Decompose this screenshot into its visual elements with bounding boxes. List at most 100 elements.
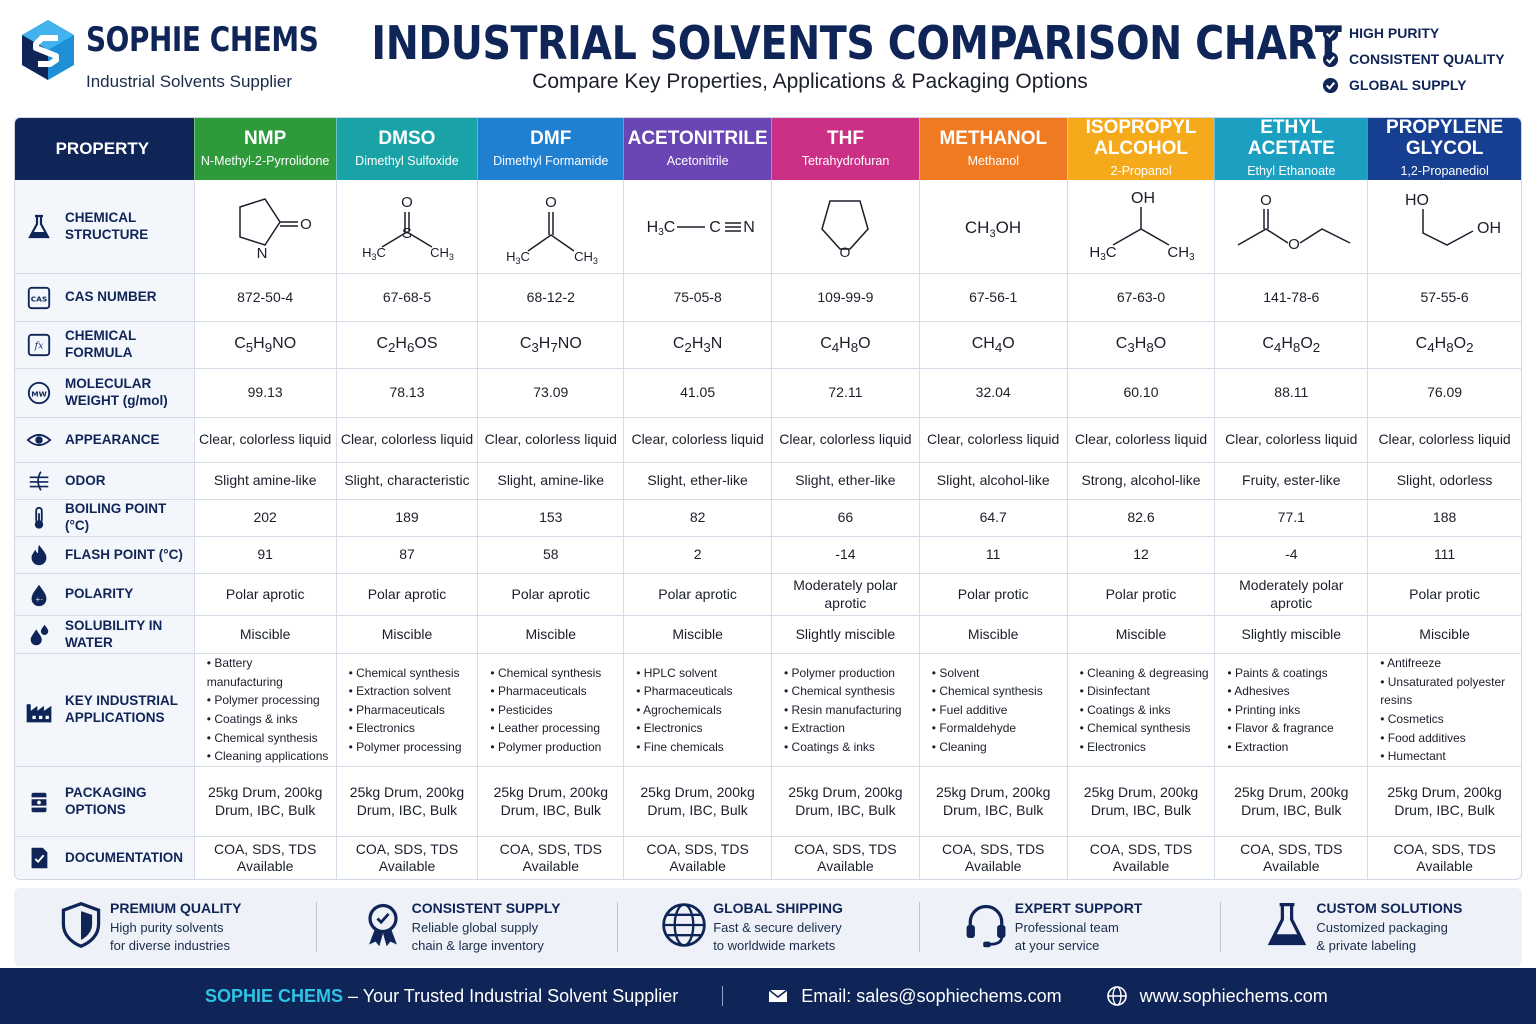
value: 82.6 [1127, 509, 1155, 526]
cell-bp-dmso: 189 [335, 500, 478, 536]
list-item: Chemical synthesis [1080, 719, 1211, 738]
cell-mw-isopropyl-alcohol: 60.10 [1066, 369, 1215, 417]
solvent-name: ACETONITRILE [627, 127, 768, 149]
value: 77.1 [1277, 509, 1305, 526]
list-item: Cleaning [932, 738, 1063, 757]
cell-formula-propylene-glycol: C4H8O2 [1367, 322, 1521, 368]
property-cell-applications: KEY INDUSTRIAL APPLICATIONS [15, 654, 194, 766]
cell-bp-dmf: 153 [477, 500, 623, 536]
cell-cas-methanol: 67-56-1 [918, 274, 1067, 321]
value: 111 [1433, 546, 1456, 563]
cell-applications-propylene-glycol: AntifreezeUnsaturated polyester resinsCo… [1367, 654, 1521, 766]
value: Fruity, ester-like [1242, 472, 1341, 489]
cell-bp-thf: 66 [771, 500, 919, 536]
property-cell-appearance: APPEARANCE [15, 418, 194, 462]
solvent-subname: Methanol [967, 153, 1019, 168]
row-solubility: SOLUBILITY IN WATER Miscible Miscible Misci… [15, 616, 1521, 654]
property-label: CHEMICAL FORMULA [65, 328, 137, 360]
solvent-name: DMF [530, 127, 572, 149]
footer-website[interactable]: www.sophiechems.com [1106, 985, 1328, 1007]
applications-list: HPLC solventPharmaceuticalsAgrochemicals… [628, 664, 767, 757]
cell-mw-nmp: 99.13 [193, 369, 336, 417]
value: COA, SDS, TDS Available [499, 840, 603, 875]
solvent-subname: 1,2-Propanediol [1400, 164, 1489, 179]
cell-packaging-nmp: 25kg Drum, 200kg Drum, IBC, Bulk [193, 767, 336, 836]
cell-packaging-methanol: 25kg Drum, 200kg Drum, IBC, Bulk [918, 767, 1067, 836]
list-item: Extraction solvent [349, 682, 474, 701]
property-cell-structure: CHEMICAL STRUCTURE [15, 180, 194, 273]
value: 12 [1133, 546, 1149, 563]
value: Slight amine-like [213, 472, 317, 489]
value: Polar aprotic [225, 585, 305, 602]
cell-polarity-nmp: Polar aprotic [193, 574, 336, 615]
applications-list: Battery manufacturingPolymer processingC… [199, 654, 332, 766]
value: 25kg Drum, 200kg Drum, IBC, Bulk [349, 784, 465, 818]
cell-documentation-ethyl-acetate: COA, SDS, TDS Available [1214, 837, 1367, 879]
structure-thf-diagram: O [771, 180, 919, 273]
cell-cas-thf: 109-99-9 [771, 274, 919, 321]
svg-text:fx: fx [34, 341, 44, 352]
applications-list: Polymer productionChemical synthesisResi… [776, 664, 915, 757]
value: Miscible [1115, 625, 1167, 642]
list-item: Polymer production [490, 738, 619, 757]
cell-cas-acetonitrile: 75-05-8 [623, 274, 771, 321]
list-item: Cleaning & degreasing [1080, 664, 1211, 683]
value: Miscible [672, 625, 723, 642]
cell-polarity-dmf: Polar aprotic [477, 574, 623, 615]
cell-formula-isopropyl-alcohol: C3H8O [1066, 322, 1215, 368]
value: 60.10 [1123, 384, 1159, 401]
feature-text: PREMIUM QUALITY High purity solvents for d… [110, 900, 241, 955]
cell-packaging-propylene-glycol: 25kg Drum, 200kg Drum, IBC, Bulk [1367, 767, 1521, 836]
thermometer-icon [25, 504, 53, 532]
value: COA, SDS, TDS Available [794, 840, 897, 875]
value: Miscible [239, 625, 291, 642]
badge-high-purity: HIGH PURITY [1322, 20, 1505, 46]
flame-icon [25, 541, 53, 569]
cell-packaging-dmso: 25kg Drum, 200kg Drum, IBC, Bulk [335, 767, 478, 836]
value: Clear, colorless liquid [199, 431, 332, 448]
cell-formula-methanol: CH4O [918, 322, 1067, 368]
cell-polarity-methanol: Polar protic [918, 574, 1067, 615]
value: Polar protic [1409, 585, 1480, 602]
list-item: Cleaning applications [207, 747, 332, 766]
svg-text:C: C [709, 219, 721, 236]
list-item: Electronics [349, 719, 474, 738]
cell-odor-propylene-glycol: Slight, odorless [1367, 463, 1521, 499]
value: Moderately polar aprotic [793, 577, 898, 611]
formula-value: C4H8O [820, 334, 871, 355]
value: 88.11 [1274, 384, 1309, 401]
feature-desc: High purity solvents for diverse industri… [110, 919, 241, 955]
value: COA, SDS, TDS Available [213, 840, 317, 875]
globe-icon [659, 900, 713, 954]
feature-desc-line1: Fast & secure delivery [713, 919, 842, 935]
cell-solubility-dmso: Miscible [335, 616, 478, 653]
brand-logo-icon [22, 20, 74, 80]
svg-text:H3C: H3C [1089, 244, 1116, 263]
formula-value: C2H3N [672, 334, 723, 355]
svg-text:OH: OH [1131, 190, 1155, 207]
list-item: Cosmetics [1380, 710, 1517, 729]
cell-applications-dmf: Chemical synthesisPharmaceuticalsPestici… [477, 654, 623, 766]
svg-text:O: O [1288, 236, 1300, 253]
cell-cas-dmso: 67-68-5 [335, 274, 478, 321]
footer-email[interactable]: Email: sales@sophiechems.com [767, 985, 1062, 1007]
feature-desc: Customized packaging & private labeling [1316, 919, 1462, 955]
value: Slight, characteristic [344, 472, 470, 489]
list-item: Chemical synthesis [932, 682, 1063, 701]
property-cell-mw: MW MOLECULAR WEIGHT (g/mol) [15, 369, 194, 417]
formula-icon: fx [25, 331, 53, 359]
badge-label: CONSISTENT QUALITY [1349, 51, 1505, 67]
solvent-name: ETHYL ACETATE [1247, 117, 1335, 160]
value: 32.04 [975, 384, 1011, 401]
value: 141-78-6 [1263, 288, 1320, 305]
list-item: Chemical synthesis [207, 729, 332, 748]
cell-fp-propylene-glycol: 111 [1367, 537, 1521, 573]
solvent-header-acetonitrile: ACETONITRILE Acetonitrile [623, 118, 772, 180]
cell-formula-dmf: C3H7NO [477, 322, 623, 368]
list-item: HPLC solvent [636, 664, 767, 683]
value: 67-68-5 [382, 288, 432, 305]
applications-list: Chemical synthesisExtraction solventPhar… [341, 664, 474, 757]
value: 67-56-1 [969, 288, 1018, 305]
